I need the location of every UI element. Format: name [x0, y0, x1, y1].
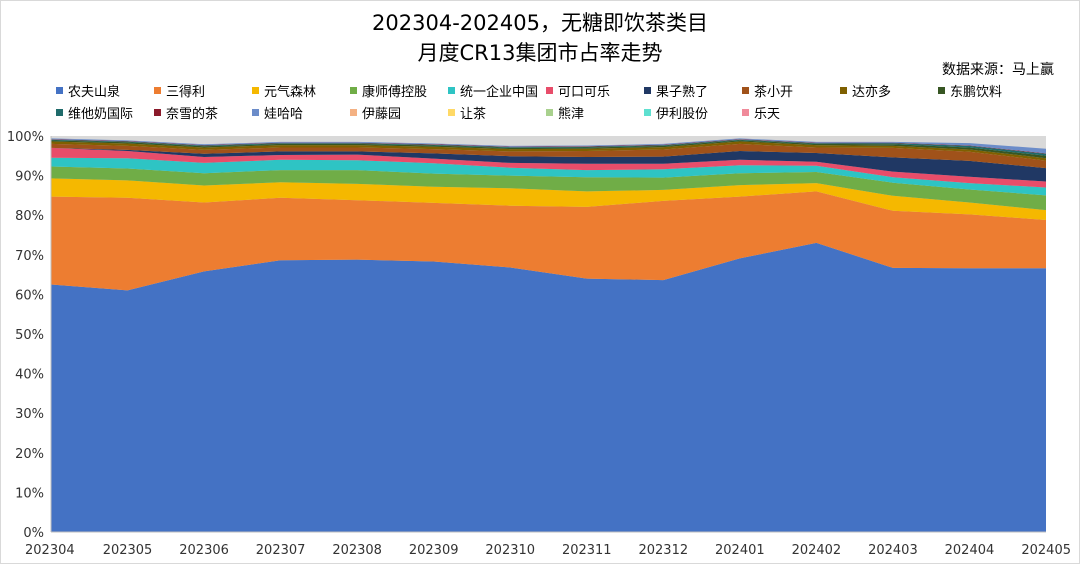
legend-swatch [56, 109, 63, 116]
legend-label: 茶小开 [754, 85, 794, 100]
legend-item: 东鹏饮料 [938, 82, 1036, 100]
legend-label: 达亦多 [852, 85, 892, 100]
x-tick-label: 202312 [638, 543, 688, 558]
y-tick-label: 20% [15, 447, 44, 462]
legend-item: 农夫山泉 [56, 82, 154, 100]
x-tick-label: 202305 [103, 543, 153, 558]
area-series-13 [51, 138, 1046, 154]
legend-swatch [448, 87, 455, 94]
legend-swatch [154, 87, 161, 94]
y-tick-label: 60% [15, 288, 44, 303]
legend-swatch [252, 87, 259, 94]
legend-item: 伊藤园 [350, 104, 448, 122]
y-tick-label: 50% [15, 328, 44, 343]
legend-swatch [448, 109, 455, 116]
legend-item: 维他奶国际 [56, 104, 154, 122]
legend-label: 熊津 [558, 107, 585, 122]
area-series-11 [51, 139, 1046, 156]
x-tick-label: 202310 [485, 543, 535, 558]
area-series-1 [51, 242, 1046, 532]
legend-swatch [546, 109, 553, 116]
legend-label: 康师傅控股 [362, 85, 428, 100]
legend-label: 伊藤园 [362, 107, 402, 122]
legend-label: 维他奶国际 [68, 107, 134, 122]
legend-label: 三得利 [166, 85, 206, 100]
area-series-7 [51, 147, 1046, 182]
x-tick-label: 202307 [256, 543, 306, 558]
chart-legend: 农夫山泉 三得利 元气森林 康师傅控股 统一企业中国 可口可乐 果子熟了 茶小开 达亦多 东鹏饮料… [56, 82, 1036, 122]
chart-title-line1: 202304-202405，无糖即饮茶类目 [372, 11, 708, 35]
legend-item: 三得利 [154, 82, 252, 100]
y-tick-label: 0% [23, 526, 44, 541]
legend-swatch [840, 87, 847, 94]
legend-item: 果子熟了 [644, 82, 742, 100]
legend-label: 东鹏饮料 [950, 85, 1003, 100]
area-series-2 [51, 191, 1046, 291]
legend-swatch [742, 87, 749, 94]
legend-item: 达亦多 [840, 82, 938, 100]
legend-label: 让茶 [460, 107, 487, 122]
x-tick-label: 202405 [1021, 543, 1071, 558]
area-series-6 [51, 147, 1046, 188]
legend-label: 娃哈哈 [264, 107, 304, 122]
x-tick-label: 202403 [868, 543, 918, 558]
x-tick-label: 202306 [179, 543, 229, 558]
legend-swatch [546, 87, 553, 94]
legend-item: 可口可乐 [546, 82, 644, 100]
area-series-10 [51, 140, 1046, 159]
legend-label: 元气森林 [264, 85, 317, 100]
legend-label: 统一企业中国 [460, 85, 539, 100]
legend-item: 娃哈哈 [252, 104, 350, 122]
legend-item: 茶小开 [742, 82, 840, 100]
y-tick-label: 100% [7, 130, 44, 145]
legend-item: 让茶 [448, 104, 546, 122]
legend-label: 果子熟了 [656, 85, 709, 100]
legend-item: 统一企业中国 [448, 82, 546, 100]
y-tick-label: 10% [15, 486, 44, 501]
legend-label: 乐天 [754, 107, 781, 122]
legend-label: 可口可乐 [558, 85, 611, 100]
x-tick-label: 202402 [792, 543, 842, 558]
legend-swatch [350, 109, 357, 116]
area-series-9 [51, 141, 1046, 161]
legend-item: 伊利股份 [644, 104, 742, 122]
legend-swatch [56, 87, 63, 94]
legend-item: 奈雪的茶 [154, 104, 252, 122]
legend-swatch [154, 109, 161, 116]
y-tick-label: 30% [15, 407, 44, 422]
legend-label: 伊利股份 [656, 107, 709, 122]
y-tick-label: 70% [15, 249, 44, 264]
legend-swatch [938, 87, 945, 94]
chart-title-line2: 月度CR13集团市占率走势 [417, 41, 663, 65]
x-tick-label: 202401 [715, 543, 765, 558]
y-tick-label: 80% [15, 209, 44, 224]
y-tick-label: 90% [15, 170, 44, 185]
legend-swatch [350, 87, 357, 94]
legend-item: 元气森林 [252, 82, 350, 100]
x-tick-label: 202311 [562, 543, 612, 558]
area-series-5 [51, 157, 1046, 196]
x-tick-label: 202308 [332, 543, 382, 558]
area-series-8 [51, 143, 1046, 169]
area-series-4 [51, 166, 1046, 211]
legend-swatch [644, 109, 651, 116]
legend-label: 奈雪的茶 [166, 107, 219, 122]
data-source-note: 数据来源：马上赢 [942, 62, 1054, 78]
legend-item: 乐天 [742, 104, 840, 122]
area-series-3 [51, 178, 1046, 220]
y-tick-label: 40% [15, 368, 44, 383]
legend-item: 熊津 [546, 104, 644, 122]
legend-label: 农夫山泉 [68, 85, 121, 100]
x-tick-label: 202309 [409, 543, 459, 558]
x-tick-label: 202304 [25, 543, 75, 558]
legend-swatch [644, 87, 651, 94]
legend-swatch [742, 109, 749, 116]
x-tick-label: 202404 [945, 543, 995, 558]
legend-item: 康师傅控股 [350, 82, 448, 100]
legend-swatch [252, 109, 259, 116]
